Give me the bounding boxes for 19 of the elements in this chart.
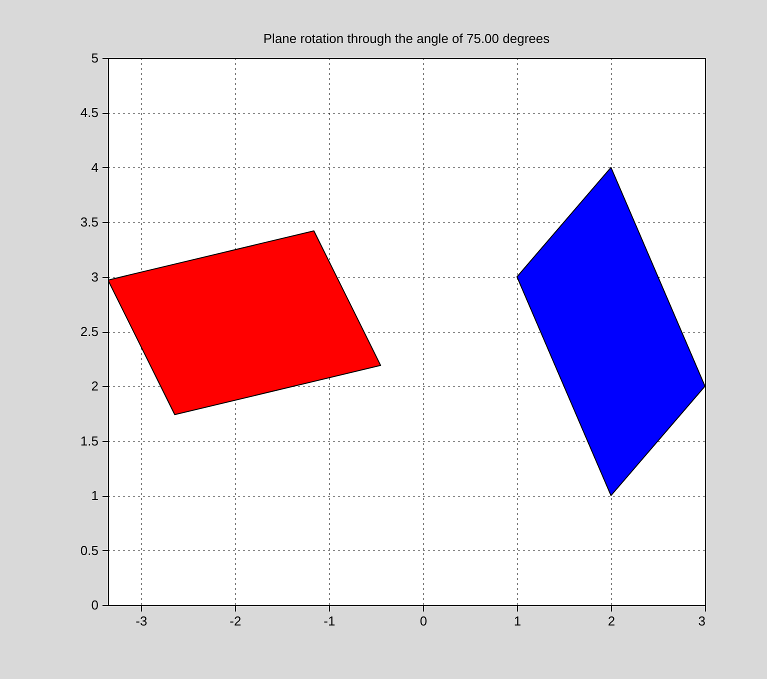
x-tick-label: 0	[420, 614, 428, 628]
x-tick-label: -3	[136, 614, 148, 628]
y-tick-label: 0	[91, 598, 98, 612]
x-tick-label: 2	[608, 614, 616, 628]
x-tick-label: 1	[514, 614, 522, 628]
y-tick-label: 1	[91, 488, 98, 504]
x-tick-label: -2	[230, 614, 242, 628]
y-tick-label: 3	[91, 269, 98, 284]
y-tick-label: 4.5	[80, 105, 98, 120]
y-tick-label: 2.5	[80, 324, 98, 339]
y-tick-label: 1.5	[80, 433, 98, 448]
y-tick-label: 4	[91, 160, 98, 175]
y-tick-label: 2	[91, 378, 98, 394]
y-tick-label: 5	[91, 50, 98, 66]
y-tick-label: 3.5	[80, 214, 98, 230]
x-tick-label: 3	[698, 614, 706, 628]
y-tick-label: 0.5	[80, 542, 98, 558]
chart-title: Plane rotation through the angle of 75.00 degrees	[263, 31, 550, 46]
x-tick-label: -1	[324, 614, 336, 628]
